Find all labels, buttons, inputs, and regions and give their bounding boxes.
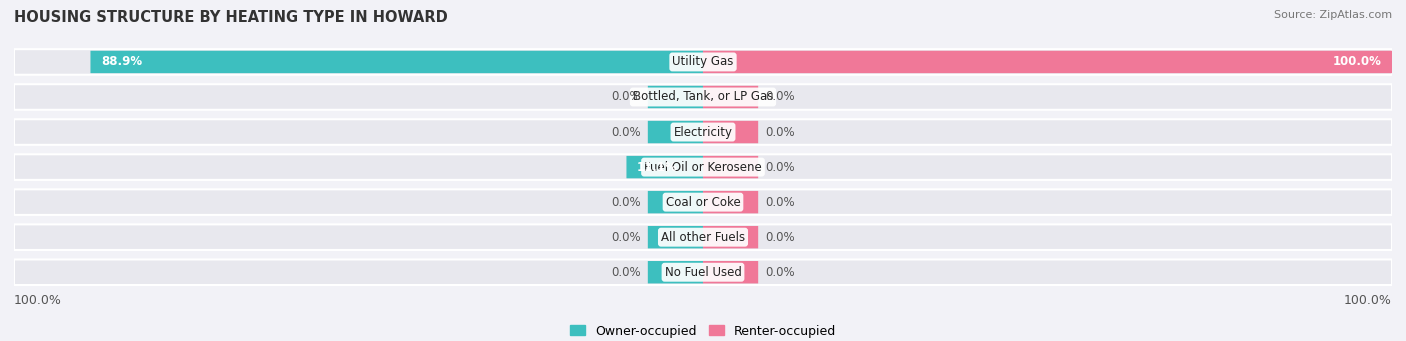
Text: 0.0%: 0.0% (765, 125, 794, 138)
FancyBboxPatch shape (14, 260, 1392, 285)
Text: 11.1%: 11.1% (637, 161, 678, 174)
FancyBboxPatch shape (14, 189, 1392, 215)
Text: 0.0%: 0.0% (765, 266, 794, 279)
Text: 0.0%: 0.0% (612, 125, 641, 138)
Text: Utility Gas: Utility Gas (672, 56, 734, 69)
Text: 0.0%: 0.0% (765, 90, 794, 104)
Text: Electricity: Electricity (673, 125, 733, 138)
Text: 100.0%: 100.0% (14, 294, 62, 307)
FancyBboxPatch shape (648, 191, 703, 213)
Text: 100.0%: 100.0% (1344, 294, 1392, 307)
Text: Source: ZipAtlas.com: Source: ZipAtlas.com (1274, 10, 1392, 20)
FancyBboxPatch shape (648, 121, 703, 143)
FancyBboxPatch shape (648, 226, 703, 248)
Text: 0.0%: 0.0% (765, 196, 794, 209)
FancyBboxPatch shape (703, 86, 758, 108)
FancyBboxPatch shape (14, 49, 1392, 75)
Text: 88.9%: 88.9% (101, 56, 142, 69)
FancyBboxPatch shape (14, 224, 1392, 250)
FancyBboxPatch shape (14, 154, 1392, 180)
Text: 0.0%: 0.0% (612, 231, 641, 244)
FancyBboxPatch shape (14, 119, 1392, 145)
Legend: Owner-occupied, Renter-occupied: Owner-occupied, Renter-occupied (565, 320, 841, 341)
FancyBboxPatch shape (703, 51, 1392, 73)
Text: Coal or Coke: Coal or Coke (665, 196, 741, 209)
Text: 0.0%: 0.0% (612, 90, 641, 104)
Text: Fuel Oil or Kerosene: Fuel Oil or Kerosene (644, 161, 762, 174)
FancyBboxPatch shape (703, 226, 758, 248)
Text: 0.0%: 0.0% (612, 266, 641, 279)
Text: All other Fuels: All other Fuels (661, 231, 745, 244)
Text: 0.0%: 0.0% (765, 161, 794, 174)
Text: 0.0%: 0.0% (765, 231, 794, 244)
Text: HOUSING STRUCTURE BY HEATING TYPE IN HOWARD: HOUSING STRUCTURE BY HEATING TYPE IN HOW… (14, 10, 447, 25)
Text: No Fuel Used: No Fuel Used (665, 266, 741, 279)
Text: Bottled, Tank, or LP Gas: Bottled, Tank, or LP Gas (633, 90, 773, 104)
FancyBboxPatch shape (703, 156, 758, 178)
FancyBboxPatch shape (703, 261, 758, 283)
Text: 100.0%: 100.0% (1333, 56, 1382, 69)
FancyBboxPatch shape (648, 86, 703, 108)
FancyBboxPatch shape (90, 51, 703, 73)
FancyBboxPatch shape (703, 121, 758, 143)
FancyBboxPatch shape (703, 191, 758, 213)
FancyBboxPatch shape (627, 156, 703, 178)
FancyBboxPatch shape (14, 84, 1392, 110)
FancyBboxPatch shape (648, 261, 703, 283)
Text: 0.0%: 0.0% (612, 196, 641, 209)
